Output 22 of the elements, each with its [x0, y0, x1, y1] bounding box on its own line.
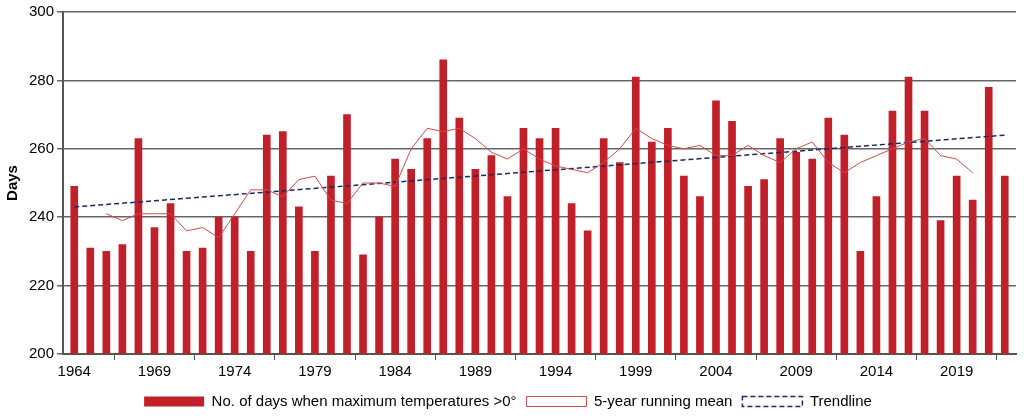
y-tick-label: 300 [29, 2, 55, 20]
x-tick-label: 1969 [137, 362, 172, 380]
x-tick-label: 1994 [538, 362, 573, 380]
x-tick-label: 2019 [939, 362, 974, 380]
legend-label: Trendline [809, 391, 872, 409]
y-tick-label: 260 [29, 138, 55, 156]
y-tick-label: 240 [29, 207, 55, 225]
x-tick-label: 1974 [218, 362, 252, 380]
x-tick-label: 1979 [298, 362, 332, 380]
x-tick-label: 1964 [57, 362, 91, 380]
x-tick-label: 2004 [699, 362, 733, 380]
y-tick-label: 280 [29, 70, 55, 88]
x-tick-label: 1999 [619, 362, 653, 380]
y-axis-title: Days [3, 165, 21, 201]
x-tick-label: 2009 [779, 362, 813, 380]
legend-label: No. of days when maximum temperatures >0° [211, 391, 517, 409]
x-tick-label: 1984 [378, 362, 412, 380]
x-tick-label: 2014 [859, 362, 894, 380]
y-tick-label: 200 [29, 344, 55, 362]
y-tick-label: 220 [29, 275, 55, 293]
x-tick-label: 1989 [458, 362, 493, 380]
legend-label: 5-year running mean [593, 391, 733, 409]
